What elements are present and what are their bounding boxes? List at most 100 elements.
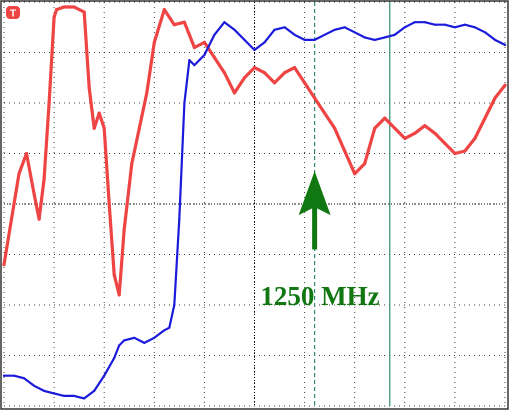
blue-trace-point — [333, 28, 336, 31]
red-trace-point — [192, 45, 196, 50]
blue-trace-point — [383, 36, 386, 39]
red-trace-point — [262, 71, 267, 75]
blue-trace-point — [453, 26, 456, 29]
graticule — [3, 1, 506, 407]
blue-trace-point — [393, 33, 396, 36]
red-trace-point — [42, 177, 46, 181]
red-trace-point — [333, 126, 337, 130]
blue-trace-point — [433, 23, 436, 26]
frequency-annotation-label: 1250 MHz — [260, 281, 379, 311]
red-trace-point — [242, 76, 247, 80]
blue-trace-point — [503, 43, 507, 47]
red-trace-point — [493, 96, 497, 100]
blue-trace-point — [178, 218, 181, 221]
trigger-marker[interactable]: T — [6, 6, 20, 20]
blue-trace-point — [303, 38, 306, 42]
blue-trace-point — [413, 21, 416, 24]
blue-trace-point — [183, 101, 186, 105]
blue-trace-point — [203, 53, 206, 57]
blue-trace-point — [63, 394, 66, 397]
blue-trace-point — [213, 33, 216, 36]
red-trace-point — [152, 40, 156, 45]
red-trace-point — [222, 71, 226, 75]
red-trace-point — [232, 91, 237, 95]
red-trace-point — [9, 217, 14, 221]
blue-trace-point — [493, 38, 497, 42]
red-trace-point — [122, 227, 126, 231]
cursor-markers — [314, 2, 391, 406]
blue-trace-point — [93, 389, 96, 392]
red-trace-point — [130, 162, 134, 166]
arrow-head — [298, 171, 331, 216]
blue-trace-point — [403, 26, 406, 29]
red-trace-point — [202, 40, 206, 45]
red-trace-point — [453, 151, 457, 156]
red-trace-point — [483, 116, 487, 120]
blue-trace-point — [483, 31, 487, 34]
blue-trace-point — [143, 341, 146, 344]
red-trace-point — [463, 149, 467, 153]
blue-trace-point — [113, 356, 116, 360]
blue-trace-point — [133, 336, 136, 339]
red-trace-point — [72, 5, 76, 9]
blue-trace-point — [118, 344, 121, 347]
annotation-arrow — [298, 171, 331, 250]
blue-trace-point — [363, 36, 366, 39]
blue-trace-point — [163, 329, 166, 332]
red-trace-point — [272, 81, 277, 85]
blue-trace-point — [423, 21, 426, 24]
blue-trace-point — [168, 326, 171, 329]
blue-trace-point — [53, 392, 56, 395]
blue-trace-point — [43, 389, 46, 392]
red-trace-point — [323, 111, 327, 115]
blue-trace-point — [243, 38, 246, 42]
blue-trace-point — [223, 21, 226, 24]
trigger-icon — [6, 6, 20, 19]
blue-trace-point — [313, 38, 316, 42]
red-trace-point — [182, 20, 186, 24]
red-trace-point — [503, 83, 507, 87]
red-trace-point — [102, 126, 106, 130]
blue-trace-point — [2, 374, 6, 377]
blue-trace-point — [323, 33, 326, 36]
red-trace-point — [353, 172, 357, 176]
red-trace-point — [97, 111, 101, 115]
red-trace-point — [227, 81, 232, 85]
blue-trace-point — [123, 339, 126, 342]
red-trace-point — [172, 23, 176, 27]
trigger-glyph: T — [10, 9, 16, 20]
blue-trace-point — [83, 397, 86, 400]
red-trace-point — [283, 71, 287, 75]
red-trace-point — [117, 293, 121, 297]
red-trace-point — [313, 96, 317, 100]
blue-trace-point — [22, 377, 26, 380]
red-trace-point — [47, 101, 51, 105]
red-trace-point — [55, 8, 59, 12]
red-trace-point — [473, 136, 477, 140]
blue-trace-point — [103, 374, 106, 377]
blue-trace-point — [283, 26, 286, 29]
red-trace-point — [82, 10, 86, 14]
blue-trace-point — [373, 38, 376, 42]
red-trace-point — [112, 273, 116, 277]
blue-trace-point — [473, 26, 476, 29]
blue-trace-point — [463, 23, 466, 26]
red-trace-point — [413, 131, 417, 135]
red-trace-point — [363, 162, 367, 166]
red-trace-point — [87, 86, 91, 90]
blue-trace-point — [193, 64, 196, 67]
red-trace-point — [62, 5, 66, 9]
blue-trace-point — [263, 41, 266, 44]
red-trace-point — [24, 151, 29, 156]
red-trace-point — [92, 126, 96, 130]
red-trace-point — [343, 149, 347, 153]
red-trace-point — [383, 116, 387, 120]
blue-trace-point — [188, 59, 191, 62]
red-trace-point — [373, 126, 377, 130]
blue-trace-point — [12, 374, 16, 377]
red-trace-point — [433, 131, 437, 135]
red-trace-point — [145, 91, 149, 95]
blue-trace-point — [153, 336, 156, 339]
